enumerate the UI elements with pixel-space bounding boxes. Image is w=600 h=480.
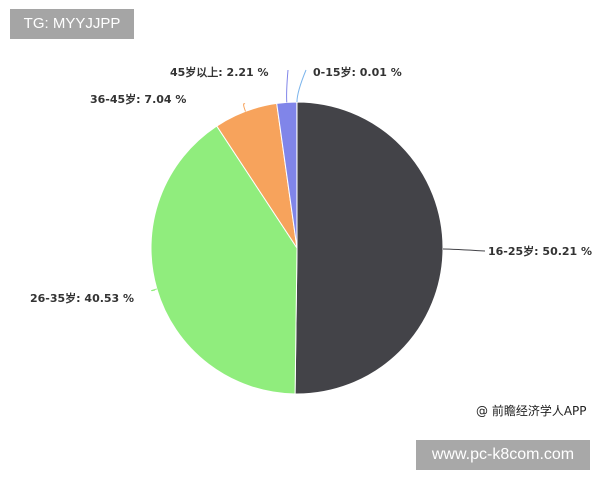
connector-line: [243, 103, 246, 112]
connector-line: [442, 248, 486, 252]
connector-line: [286, 69, 289, 103]
data-label: 16-25岁: 50.21 %: [488, 244, 592, 258]
data-label: 0-15岁: 0.01 %: [313, 65, 402, 79]
connector-line: [296, 69, 307, 103]
data-label: 36-45岁: 7.04 %: [90, 92, 186, 106]
connector-line: [151, 288, 158, 292]
watermark-tag: TG: MYYJJPP: [10, 9, 134, 39]
data-label: 26-35岁: 40.53 %: [30, 291, 134, 305]
pie-slice: [294, 101, 444, 395]
source-label: @ 前瞻经济学人APP: [476, 404, 587, 418]
site-watermark: www.pc-k8com.com: [416, 440, 590, 470]
data-label: 45岁以上: 2.21 %: [170, 65, 269, 79]
